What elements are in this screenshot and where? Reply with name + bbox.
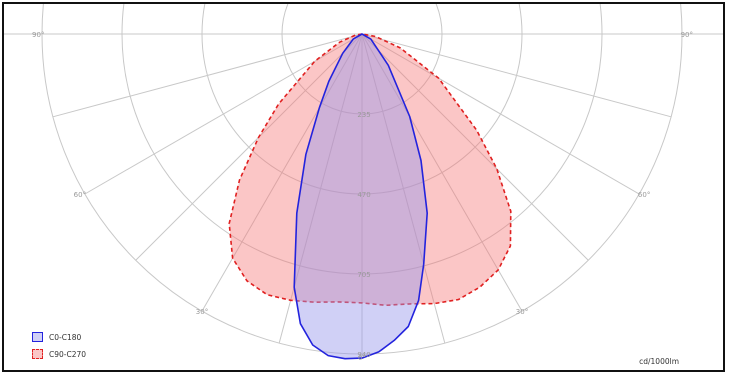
angle-label: 90° xyxy=(681,31,693,39)
polar-grid xyxy=(4,4,723,355)
grid-spoke xyxy=(201,33,363,312)
legend-label-c0-c180: C0-C180 xyxy=(49,332,82,342)
grid-spoke xyxy=(52,33,363,118)
units-label: cd/1000lm xyxy=(639,357,679,366)
angle-label: 90° xyxy=(32,31,44,39)
legend-swatch-c90-c270 xyxy=(32,349,43,359)
legend-swatch-c0-c180 xyxy=(32,332,43,342)
series-c90-c270 xyxy=(228,33,512,307)
legend-item-c0-c180: C0-C180 xyxy=(32,330,86,344)
series-c0-c180 xyxy=(293,33,428,360)
grid-spoke xyxy=(361,33,640,195)
legend: C0-C180 C90-C270 xyxy=(32,330,86,364)
grid-spoke xyxy=(278,33,363,344)
angle-label: 0° xyxy=(358,354,366,362)
radial-tick-label: 705 xyxy=(357,271,370,279)
grid-spoke xyxy=(135,33,363,261)
radial-tick-label: 235 xyxy=(357,111,370,119)
axis-labels: 90° 60° 30° 0° 30° 60° 90° 940 705 470 235 xyxy=(32,31,693,362)
grid-spoke xyxy=(361,33,523,312)
angle-label: 60° xyxy=(638,191,650,199)
grid-spoke xyxy=(361,33,672,118)
grid-spoke xyxy=(361,33,446,344)
grid-spoke xyxy=(361,33,589,261)
angle-label: 60° xyxy=(74,191,86,199)
legend-item-c90-c270: C90-C270 xyxy=(32,347,86,361)
grid-spoke xyxy=(84,33,363,195)
radial-tick-label: 940 xyxy=(357,351,370,359)
polar-chart: 90° 60° 30° 0° 30° 60° 90° 940 705 470 235 xyxy=(4,4,723,362)
angle-label: 30° xyxy=(516,308,528,316)
chart-frame: 90° 60° 30° 0° 30° 60° 90° 940 705 470 235 C0-C180… xyxy=(2,2,725,372)
intensity-curves xyxy=(228,33,512,360)
angle-label: 30° xyxy=(196,308,208,316)
radial-tick-label: 470 xyxy=(357,191,370,199)
legend-label-c90-c270: C90-C270 xyxy=(49,349,87,359)
